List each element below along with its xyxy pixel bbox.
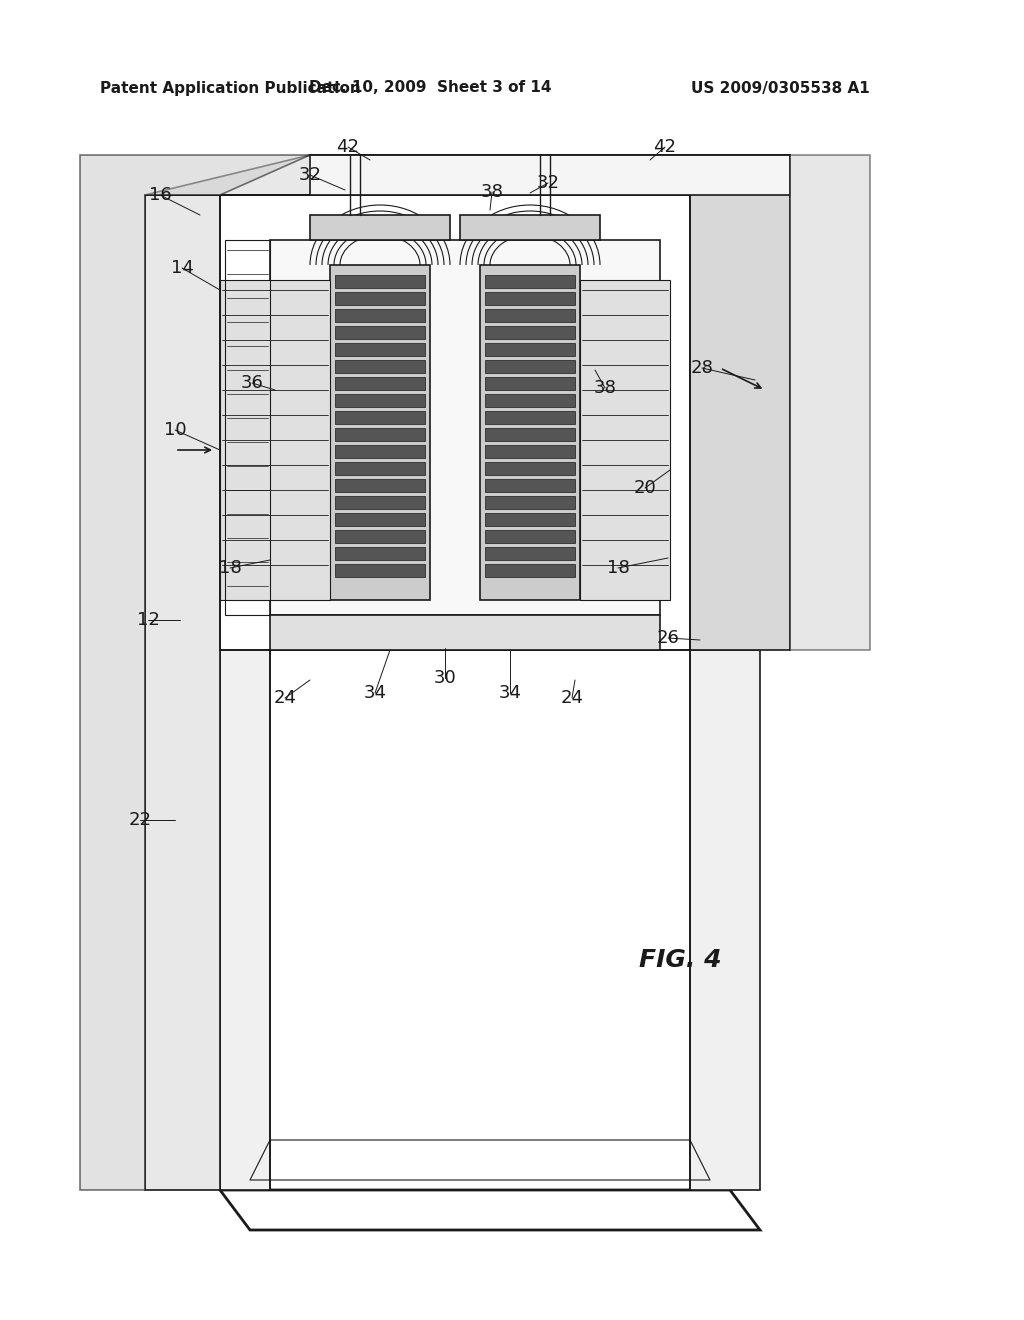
- Polygon shape: [480, 265, 580, 601]
- Text: 26: 26: [656, 630, 680, 647]
- Text: US 2009/0305538 A1: US 2009/0305538 A1: [690, 81, 869, 95]
- Polygon shape: [485, 275, 575, 288]
- Polygon shape: [335, 513, 425, 525]
- Polygon shape: [485, 411, 575, 424]
- Text: 34: 34: [499, 684, 521, 702]
- Polygon shape: [270, 615, 660, 649]
- Text: 42: 42: [653, 139, 677, 156]
- Text: 38: 38: [594, 379, 616, 397]
- Polygon shape: [335, 292, 425, 305]
- Polygon shape: [220, 154, 790, 195]
- Text: 24: 24: [560, 689, 584, 708]
- Polygon shape: [485, 393, 575, 407]
- Polygon shape: [310, 215, 450, 240]
- Polygon shape: [485, 564, 575, 577]
- Polygon shape: [145, 154, 790, 195]
- Polygon shape: [485, 479, 575, 492]
- Polygon shape: [485, 360, 575, 374]
- Polygon shape: [335, 531, 425, 543]
- Text: 28: 28: [690, 359, 714, 378]
- Polygon shape: [690, 649, 760, 1191]
- Polygon shape: [485, 343, 575, 356]
- Polygon shape: [335, 378, 425, 389]
- Polygon shape: [485, 496, 575, 510]
- Text: 18: 18: [606, 558, 630, 577]
- Polygon shape: [335, 445, 425, 458]
- Polygon shape: [270, 240, 660, 615]
- Polygon shape: [580, 280, 670, 601]
- Polygon shape: [335, 411, 425, 424]
- Text: 12: 12: [136, 611, 160, 630]
- Text: 18: 18: [219, 558, 242, 577]
- Polygon shape: [485, 513, 575, 525]
- Polygon shape: [335, 326, 425, 339]
- Polygon shape: [335, 564, 425, 577]
- Text: 36: 36: [241, 374, 263, 392]
- Text: 16: 16: [148, 186, 171, 205]
- Text: 24: 24: [273, 689, 297, 708]
- Text: 20: 20: [634, 479, 656, 498]
- Polygon shape: [485, 326, 575, 339]
- Polygon shape: [485, 546, 575, 560]
- Text: 30: 30: [433, 669, 457, 686]
- Polygon shape: [335, 462, 425, 475]
- Polygon shape: [335, 343, 425, 356]
- Text: 38: 38: [480, 183, 504, 201]
- Polygon shape: [460, 215, 600, 240]
- Polygon shape: [485, 462, 575, 475]
- Polygon shape: [335, 546, 425, 560]
- Text: Patent Application Publication: Patent Application Publication: [100, 81, 360, 95]
- Polygon shape: [485, 309, 575, 322]
- Polygon shape: [145, 195, 220, 1191]
- Text: 32: 32: [299, 166, 322, 183]
- Polygon shape: [485, 428, 575, 441]
- Text: 32: 32: [537, 174, 559, 191]
- Polygon shape: [335, 479, 425, 492]
- Polygon shape: [80, 154, 310, 1191]
- Polygon shape: [335, 309, 425, 322]
- Polygon shape: [330, 265, 430, 601]
- Text: 10: 10: [164, 421, 186, 440]
- Polygon shape: [690, 154, 790, 649]
- Text: Dec. 10, 2009  Sheet 3 of 14: Dec. 10, 2009 Sheet 3 of 14: [309, 81, 551, 95]
- Polygon shape: [335, 428, 425, 441]
- Polygon shape: [335, 360, 425, 374]
- Polygon shape: [220, 649, 270, 1191]
- Polygon shape: [310, 154, 870, 649]
- Text: FIG. 4: FIG. 4: [639, 948, 721, 972]
- Polygon shape: [485, 445, 575, 458]
- Polygon shape: [220, 280, 330, 601]
- Polygon shape: [485, 378, 575, 389]
- Polygon shape: [485, 531, 575, 543]
- Polygon shape: [335, 496, 425, 510]
- Polygon shape: [335, 393, 425, 407]
- Text: 14: 14: [171, 259, 194, 277]
- Text: 34: 34: [364, 684, 386, 702]
- Polygon shape: [485, 292, 575, 305]
- Text: 22: 22: [128, 810, 152, 829]
- Text: 42: 42: [337, 139, 359, 156]
- Polygon shape: [335, 275, 425, 288]
